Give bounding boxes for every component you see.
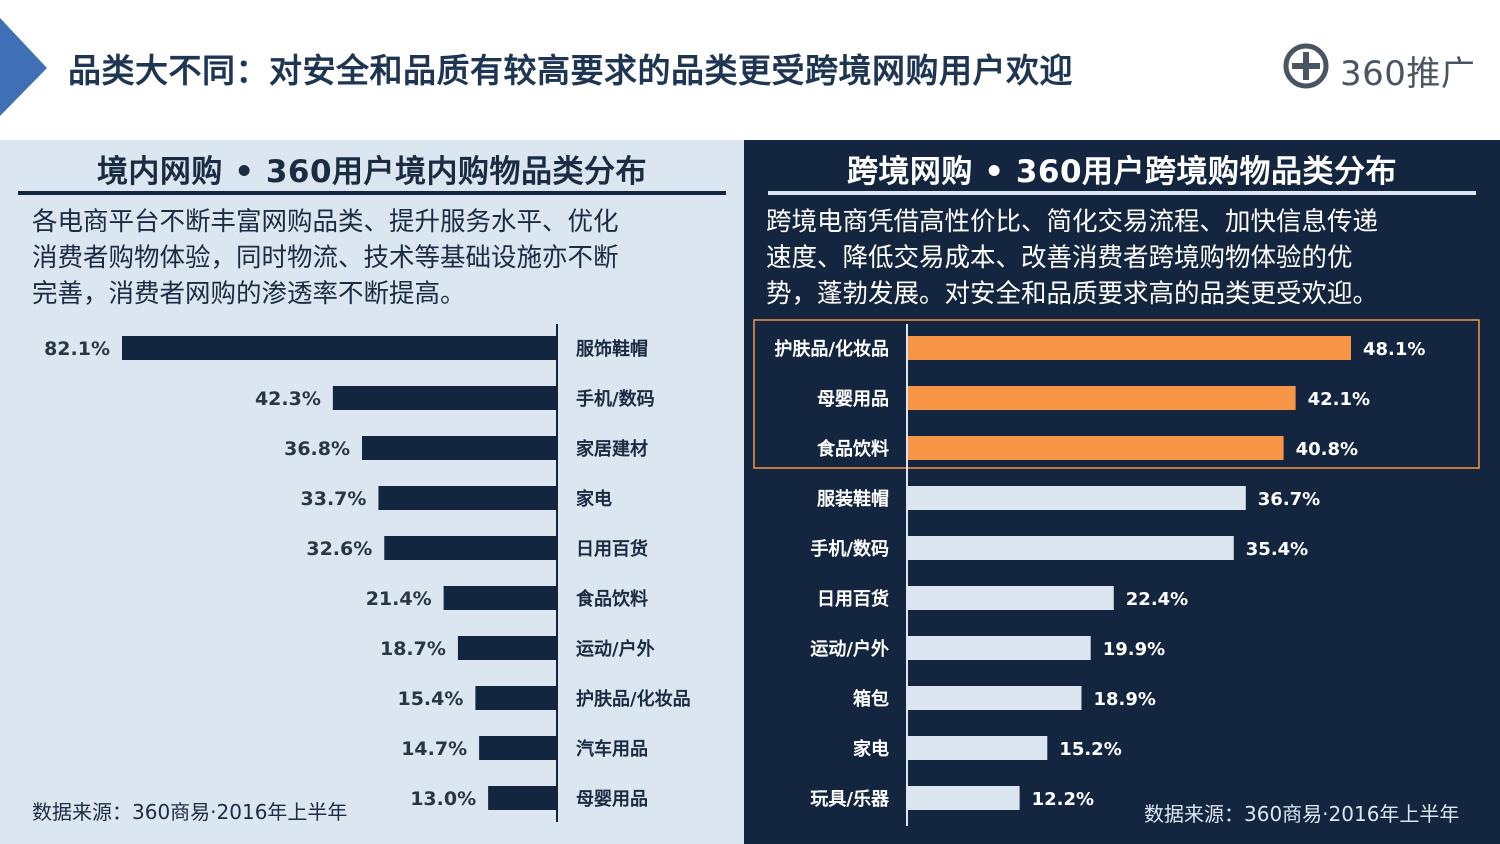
domestic-category-label: 家电: [576, 488, 612, 510]
crossborder-category-label: 运动/户外: [810, 638, 889, 660]
domestic-bar: [378, 486, 557, 510]
domestic-value-label: 82.1%: [44, 338, 110, 360]
crossborder-description: 跨境电商凭借高性价比、简化交易流程、加快信息传递 速度、降低交易成本、改善消费者…: [766, 204, 1378, 312]
domestic-category-bar-chart: 82.1% 服饰鞋帽 42.3% 手机/数码 36.8% 家居建材 33.7% 家电 32.6%…: [44, 324, 691, 822]
crossborder-panel: 跨境网购 • 360用户跨境购物品类分布 跨境电商凭借高性价比、简化交易流程、加…: [744, 140, 1500, 844]
domestic-category-label: 家居建材: [576, 438, 648, 460]
domestic-bar: [443, 586, 557, 610]
crossborder-category-label: 家电: [853, 738, 889, 760]
domestic-category-label: 日用百货: [576, 538, 648, 560]
crossborder-bar: [907, 636, 1091, 660]
domestic-category-label: 母婴用品: [576, 789, 648, 810]
domestic-category-label: 运动/户外: [576, 638, 655, 660]
domestic-category-label: 护肤品/化妆品: [576, 688, 691, 710]
crossborder-value-label: 40.8%: [1296, 439, 1358, 460]
crossborder-value-label: 19.9%: [1103, 639, 1165, 660]
crossborder-description-line: 势，蓬勃发展。对安全和品质要求高的品类更受欢迎。: [766, 279, 1379, 309]
domestic-value-label: 36.8%: [284, 438, 350, 460]
brand-logo: 360推广: [1282, 40, 1482, 94]
domestic-category-label: 手机/数码: [576, 388, 655, 410]
crossborder-panel-title: 跨境网购 • 360用户跨境购物品类分布: [846, 154, 1398, 190]
domestic-description: 各电商平台不断丰富网购品类、提升服务水平、优化 消费者购物体验，同时物流、技术等…: [32, 204, 619, 312]
domestic-bar: [122, 336, 557, 360]
logo-plus-icon: [1283, 43, 1329, 89]
domestic-value-label: 13.0%: [410, 788, 476, 810]
crossborder-value-label: 18.9%: [1093, 689, 1155, 710]
crossborder-category-label: 手机/数码: [810, 538, 889, 560]
domestic-value-label: 14.7%: [401, 738, 467, 760]
crossborder-value-label: 15.2%: [1059, 739, 1121, 760]
crossborder-data-source: 数据来源：360商易·2016年上半年: [1144, 802, 1460, 826]
crossborder-value-label: 35.4%: [1246, 539, 1308, 560]
header: 品类大不同：对安全和品质有较高要求的品类更受跨境网购用户欢迎 360推广: [0, 0, 1500, 140]
crossborder-value-label: 12.2%: [1032, 789, 1094, 810]
crossborder-category-label: 护肤品/化妆品: [774, 338, 889, 360]
domestic-bar: [362, 436, 557, 460]
crossborder-value-label: 22.4%: [1126, 589, 1188, 610]
domestic-value-label: 18.7%: [380, 638, 446, 660]
crossborder-highlight-bar: [907, 436, 1284, 460]
domestic-panel: 境内网购 • 360用户境内购物品类分布 各电商平台不断丰富网购品类、提升服务水…: [0, 140, 744, 844]
domestic-bar: [332, 386, 557, 410]
header-arrow-icon: [0, 18, 47, 116]
crossborder-category-label: 日用百货: [817, 588, 889, 610]
domestic-value-label: 21.4%: [366, 588, 432, 610]
domestic-title-rule: [18, 191, 726, 195]
crossborder-category-label: 箱包: [853, 688, 889, 710]
crossborder-description-line: 速度、降低交易成本、改善消费者跨境购物体验的优: [766, 243, 1353, 273]
crossborder-highlight-bar: [907, 386, 1296, 410]
domestic-value-label: 42.3%: [255, 388, 321, 410]
domestic-bar: [479, 736, 557, 760]
crossborder-bar: [907, 786, 1020, 810]
crossborder-description-line: 跨境电商凭借高性价比、简化交易流程、加快信息传递: [766, 207, 1379, 237]
domestic-panel-title: 境内网购 • 360用户境内购物品类分布: [96, 154, 648, 190]
crossborder-title-rule: [768, 191, 1476, 195]
crossborder-category-label: 玩具/乐器: [810, 789, 890, 810]
domestic-data-source: 数据来源：360商易·2016年上半年: [32, 800, 348, 824]
crossborder-value-label: 42.1%: [1308, 389, 1370, 410]
highlight-box: [753, 319, 1480, 469]
domestic-value-label: 32.6%: [306, 538, 372, 560]
crossborder-bar: [907, 486, 1246, 510]
domestic-value-label: 33.7%: [301, 488, 367, 510]
domestic-bar: [384, 536, 557, 560]
crossborder-category-label: 服装鞋帽: [817, 488, 889, 510]
domestic-category-label: 食品饮料: [575, 588, 648, 610]
crossborder-bar: [907, 586, 1114, 610]
domestic-bar: [488, 786, 557, 810]
crossborder-value-label: 36.7%: [1258, 489, 1320, 510]
domestic-category-label: 汽车用品: [576, 738, 648, 760]
crossborder-highlight-bar: [907, 336, 1351, 360]
domestic-description-line: 各电商平台不断丰富网购品类、提升服务水平、优化: [32, 207, 619, 237]
domestic-description-line: 消费者购物体验，同时物流、技术等基础设施亦不断: [32, 243, 619, 273]
crossborder-bar: [907, 736, 1048, 760]
crossborder-bar: [907, 686, 1082, 710]
crossborder-category-label: 食品饮料: [816, 438, 889, 460]
crossborder-category-label: 母婴用品: [817, 389, 889, 410]
page-title: 品类大不同：对安全和品质有较高要求的品类更受跨境网购用户欢迎: [68, 51, 1073, 90]
crossborder-category-bar-chart: 48.1% 护肤品/化妆品 42.1% 母婴用品 40.8% 食品饮料 36.7% 服装鞋帽 3…: [753, 319, 1480, 826]
crossborder-value-label: 48.1%: [1363, 339, 1425, 360]
logo-text: 360推广: [1340, 54, 1476, 94]
domestic-bar: [457, 636, 557, 660]
domestic-bar: [475, 686, 557, 710]
crossborder-bar: [907, 536, 1234, 560]
domestic-category-label: 服饰鞋帽: [576, 338, 648, 360]
domestic-value-label: 15.4%: [397, 688, 463, 710]
domestic-description-line: 完善，消费者网购的渗透率不断提高。: [32, 279, 466, 309]
